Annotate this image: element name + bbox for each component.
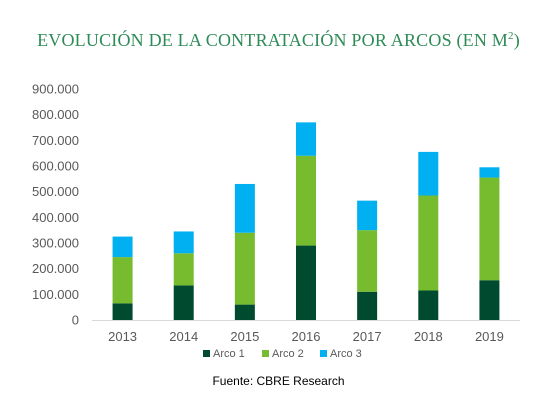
y-tick-label: 300.000 [32, 236, 79, 251]
bar-2016-arco-3 [296, 122, 316, 156]
bar-2014-arco-3 [173, 231, 194, 254]
legend-swatch [203, 350, 210, 357]
bar-2018-arco-1 [418, 290, 439, 320]
legend-label: Arco 2 [272, 348, 304, 360]
bar-2019-arco-2 [479, 177, 500, 281]
legend-item-arco-3: Arco 3 [320, 348, 362, 360]
bar-2013-arco-2 [112, 257, 133, 304]
bar-2016-arco-1 [296, 245, 316, 320]
x-tick-label: 2018 [414, 329, 443, 344]
bar-2019-arco-1 [479, 280, 500, 320]
bar-2017-arco-2 [357, 230, 378, 292]
y-tick-label: 200.000 [32, 261, 79, 276]
y-axis: 0 100.000 200.000 300.000 400.000 500.000 600.… [32, 82, 79, 328]
bar-2013-arco-3 [112, 236, 133, 258]
bar-2014-arco-1 [173, 285, 194, 320]
legend-label: Arco 3 [330, 348, 362, 360]
x-axis: 2013 2014 2015 2016 2017 2018 2019 [108, 329, 504, 344]
bar-2019-arco-3 [479, 167, 500, 178]
bars-group [112, 122, 500, 320]
x-tick-label: 2017 [353, 329, 382, 344]
legend-swatch [320, 350, 327, 357]
bar-2014-arco-2 [173, 253, 194, 286]
y-tick-label: 600.000 [32, 159, 79, 174]
source-note: Fuente: CBRE Research [212, 374, 345, 388]
chart-title-superscript: 2 [507, 30, 514, 42]
bar-2017-arco-3 [357, 200, 378, 231]
y-tick-label: 700.000 [32, 133, 79, 148]
bar-2016-arco-2 [296, 155, 316, 246]
bar-2018-arco-3 [418, 151, 439, 196]
bar-2015-arco-2 [234, 232, 255, 305]
y-tick-label: 900.000 [32, 82, 79, 97]
bar-2015-arco-1 [234, 304, 255, 320]
bar-2015-arco-3 [234, 183, 255, 233]
x-tick-label: 2014 [169, 329, 198, 344]
chart-title-end: ) [513, 30, 520, 50]
y-tick-label: 500.000 [32, 184, 79, 199]
bar-2013-arco-1 [112, 303, 133, 320]
legend-label: Arco 1 [213, 348, 245, 360]
y-tick-label: 0 [72, 313, 79, 328]
legend-item-arco-2: Arco 2 [262, 348, 304, 360]
x-tick-label: 2015 [230, 329, 259, 344]
bar-2017-arco-1 [357, 291, 378, 320]
legend-swatch [262, 350, 269, 357]
y-tick-label: 800.000 [32, 107, 79, 122]
chart-title: EVOLUCIÓN DE LA CONTRATACIÓN POR ARCOS (… [0, 30, 557, 51]
x-tick-label: 2013 [108, 329, 137, 344]
bar-2018-arco-2 [418, 195, 439, 291]
x-tick-label: 2019 [475, 329, 504, 344]
y-tick-label: 100.000 [32, 287, 79, 302]
legend-item-arco-1: Arco 1 [203, 348, 245, 360]
legend: Arco 1 Arco 2 Arco 3 [203, 348, 362, 360]
chart-title-text: EVOLUCIÓN DE LA CONTRATACIÓN POR ARCOS (… [37, 30, 508, 50]
y-tick-label: 400.000 [32, 210, 79, 225]
x-tick-label: 2016 [292, 329, 321, 344]
